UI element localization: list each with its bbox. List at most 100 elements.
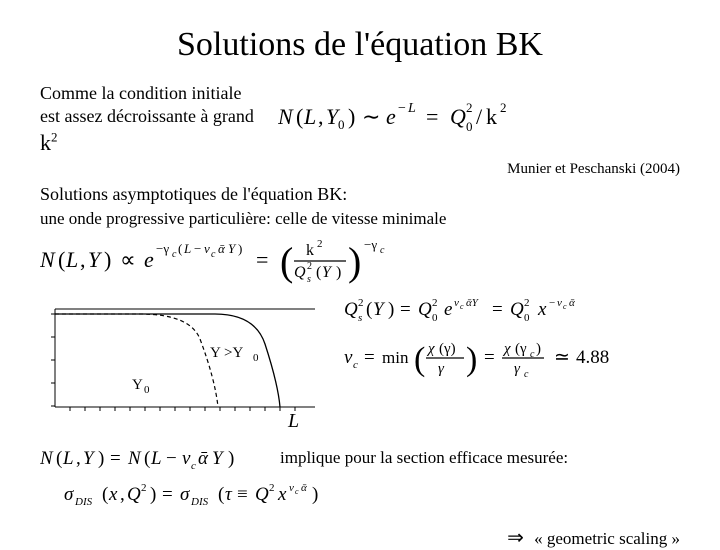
implication-text: implique pour la section efficace mesuré… bbox=[280, 448, 568, 468]
svg-text:c: c bbox=[563, 302, 567, 311]
svg-text:e: e bbox=[386, 104, 396, 129]
svg-text:0: 0 bbox=[432, 312, 438, 324]
svg-text:L: L bbox=[65, 247, 78, 272]
svg-text:2: 2 bbox=[358, 297, 364, 309]
svg-text:Q: Q bbox=[344, 299, 358, 320]
ic-text: Comme la condition initiale est assez dé… bbox=[40, 82, 270, 157]
svg-text:): ) bbox=[312, 484, 318, 505]
svg-text:s: s bbox=[358, 312, 362, 324]
svg-text:=: = bbox=[484, 347, 495, 368]
svg-text:): ) bbox=[228, 448, 234, 469]
svg-text:(: ( bbox=[316, 264, 321, 281]
side-equations: Q 2 s ( Y ) = Q 2 0 e v c ᾱY = Q 2 0 x − bbox=[344, 289, 684, 381]
svg-text:L: L bbox=[62, 448, 74, 469]
svg-text:2: 2 bbox=[466, 100, 473, 115]
svg-text:(γ): (γ) bbox=[439, 341, 456, 357]
graph-and-eqs-row: Y >Y 0 Y 0 L Q 2 s ( Y ) = Q 2 0 e v c bbox=[40, 289, 680, 434]
svg-text:ᾱ: ᾱ bbox=[198, 448, 209, 469]
svg-text:v: v bbox=[454, 297, 459, 309]
svg-text:Y: Y bbox=[228, 241, 237, 256]
ic-ksquared: k2 bbox=[40, 130, 58, 155]
svg-text:c: c bbox=[380, 245, 385, 256]
svg-text:τ: τ bbox=[225, 484, 233, 505]
svg-text:,: , bbox=[318, 104, 324, 129]
sigma-equation: σ DIS ( x , Q 2 ) = σ DIS ( τ ≡ Q 2 x v … bbox=[40, 478, 400, 510]
svg-text:ᾱ: ᾱ bbox=[218, 241, 226, 256]
svg-text:v: v bbox=[204, 241, 210, 256]
svg-text:0: 0 bbox=[466, 119, 473, 134]
svg-text:−: − bbox=[398, 101, 406, 116]
svg-text:Y: Y bbox=[212, 448, 225, 469]
slide-title: Solutions de l'équation BK bbox=[40, 26, 680, 64]
svg-text:Y: Y bbox=[322, 264, 333, 281]
svg-text:2: 2 bbox=[307, 261, 312, 272]
graph-label-y: Y >Y bbox=[210, 345, 243, 361]
svg-text:(: ( bbox=[218, 484, 224, 505]
main-propto-equation: N ( L , Y ) ∝ e −γ c ( L − v c ᾱ Y ) = (… bbox=[40, 235, 680, 285]
svg-text:): ) bbox=[104, 247, 111, 272]
svg-text:e: e bbox=[444, 299, 452, 320]
svg-text:≃: ≃ bbox=[554, 347, 570, 368]
svg-text:Q: Q bbox=[255, 484, 269, 505]
svg-text:(: ( bbox=[280, 239, 293, 284]
graph-label-y0: Y bbox=[132, 377, 143, 393]
svg-text:): ) bbox=[150, 484, 156, 505]
svg-text:=: = bbox=[426, 104, 438, 129]
sigma-row: σ DIS ( x , Q 2 ) = σ DIS ( τ ≡ Q 2 x v … bbox=[40, 478, 680, 515]
initial-condition-block: Comme la condition initiale est assez dé… bbox=[40, 82, 680, 157]
svg-text:k: k bbox=[486, 104, 497, 129]
svg-text:c: c bbox=[191, 460, 196, 472]
implication-row: N ( L , Y ) = N ( L − v c ᾱ Y ) implique… bbox=[40, 444, 680, 472]
svg-text:(: ( bbox=[58, 247, 65, 272]
svg-text:=: = bbox=[256, 247, 268, 272]
svg-text:c: c bbox=[353, 359, 358, 371]
ic-equation: N ( L , Y 0 ) ∼ e − L = Q 2 0 / k 2 bbox=[278, 96, 680, 143]
svg-text:min: min bbox=[382, 348, 409, 367]
svg-text:(: ( bbox=[144, 448, 150, 469]
svg-text:=: = bbox=[400, 299, 411, 320]
svg-text:): ) bbox=[238, 241, 242, 256]
svg-text:Y: Y bbox=[83, 448, 96, 469]
svg-text:/: / bbox=[476, 104, 483, 129]
svg-text:∼: ∼ bbox=[362, 104, 380, 129]
svg-text:v: v bbox=[182, 448, 191, 469]
svg-text:0: 0 bbox=[524, 312, 530, 324]
svg-text:−γ: −γ bbox=[364, 237, 377, 252]
svg-text:L: L bbox=[150, 448, 162, 469]
svg-text:e: e bbox=[144, 247, 154, 272]
svg-text:2: 2 bbox=[432, 297, 438, 309]
svg-text:χ: χ bbox=[426, 341, 435, 357]
svg-text:ᾱY: ᾱY bbox=[466, 297, 480, 309]
svg-text:−: − bbox=[549, 297, 555, 309]
svg-text:(: ( bbox=[102, 484, 108, 505]
svg-text:DIS: DIS bbox=[74, 496, 93, 508]
geometric-scaling-text: « geometric scaling » bbox=[534, 529, 680, 548]
svg-text:): ) bbox=[348, 104, 355, 129]
main-equation-row: N ( L , Y ) ∝ e −γ c ( L − v c ᾱ Y ) = (… bbox=[40, 235, 680, 285]
wave-graph: Y >Y 0 Y 0 L bbox=[40, 289, 330, 434]
svg-text:c: c bbox=[211, 249, 216, 260]
svg-text:x: x bbox=[108, 484, 118, 505]
svg-text:(: ( bbox=[366, 299, 372, 320]
svg-text:χ: χ bbox=[502, 341, 511, 357]
svg-text:c: c bbox=[524, 369, 529, 380]
svg-text:σ: σ bbox=[180, 484, 190, 505]
svg-text:v: v bbox=[557, 297, 562, 309]
svg-text:s: s bbox=[307, 274, 311, 285]
svg-text:): ) bbox=[466, 341, 477, 378]
svg-text:L: L bbox=[183, 241, 191, 256]
svg-text:c: c bbox=[295, 487, 299, 496]
svg-text:Q: Q bbox=[127, 484, 141, 505]
svg-text:0: 0 bbox=[338, 117, 345, 132]
svg-text:v: v bbox=[289, 482, 294, 494]
svg-text:σ: σ bbox=[64, 484, 74, 505]
svg-text:0: 0 bbox=[253, 352, 259, 364]
svg-text:x: x bbox=[537, 299, 547, 320]
svg-text:∝: ∝ bbox=[120, 247, 136, 272]
ic-line2: est assez décroissante à grand bbox=[40, 106, 254, 126]
svg-text:Y: Y bbox=[373, 299, 386, 320]
svg-text:): ) bbox=[388, 299, 394, 320]
svg-text:N: N bbox=[40, 247, 56, 272]
svg-text:): ) bbox=[98, 448, 104, 469]
svg-text:k: k bbox=[306, 242, 314, 259]
